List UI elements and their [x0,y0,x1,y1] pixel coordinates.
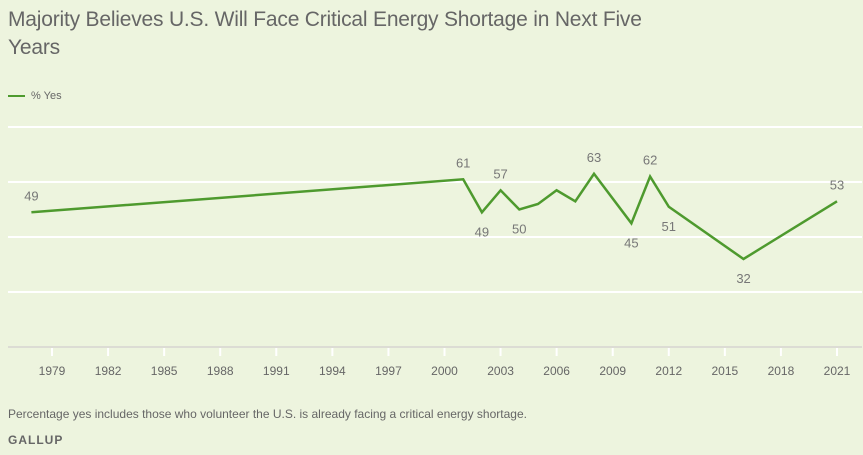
legend: % Yes [8,90,62,102]
data-label: 53 [830,177,844,192]
data-label: 32 [736,271,750,286]
x-tick-label: 1991 [263,364,290,378]
x-tick-label: 2003 [487,364,514,378]
data-label: 49 [475,224,489,239]
x-tick-label: 2015 [712,364,739,378]
data-label: 57 [493,166,507,181]
x-tick-label: 1982 [95,364,122,378]
x-axis: 1979 1982 1985 1988 1991 1994 1997 2000 2003 2006… [8,346,862,378]
data-label: 45 [624,235,638,250]
chart-note: Percentage yes includes those who volunt… [8,407,527,421]
x-tick-label: 1988 [207,364,234,378]
data-label: 51 [662,219,676,234]
x-tick-label: 1994 [319,364,346,378]
x-tick-label: 2009 [599,364,626,378]
chart-title: Majority Believes U.S. Will Face Critica… [8,8,642,59]
x-tick-label: 1985 [151,364,178,378]
data-label: 62 [643,153,657,168]
x-tick-label: 2006 [543,364,570,378]
gridlines [8,126,862,293]
series-yes [31,171,838,261]
source-label: GALLUP [8,433,64,447]
data-label: 49 [24,188,38,203]
x-tick-label: 2018 [768,364,795,378]
x-tick-label: 1997 [375,364,402,378]
data-label: 61 [456,155,470,170]
data-label: 63 [587,150,601,165]
legend-label: % Yes [31,90,62,102]
x-tick-label: 1979 [39,364,66,378]
data-labels: 49 61 49 57 50 63 45 62 51 32 53 [24,150,844,286]
x-tick-label: 2000 [431,364,458,378]
legend-swatch [8,95,25,97]
series-line [31,171,838,261]
x-tick-label: 2021 [824,364,851,378]
data-label: 50 [512,222,526,237]
x-tick-label: 2012 [655,364,682,378]
